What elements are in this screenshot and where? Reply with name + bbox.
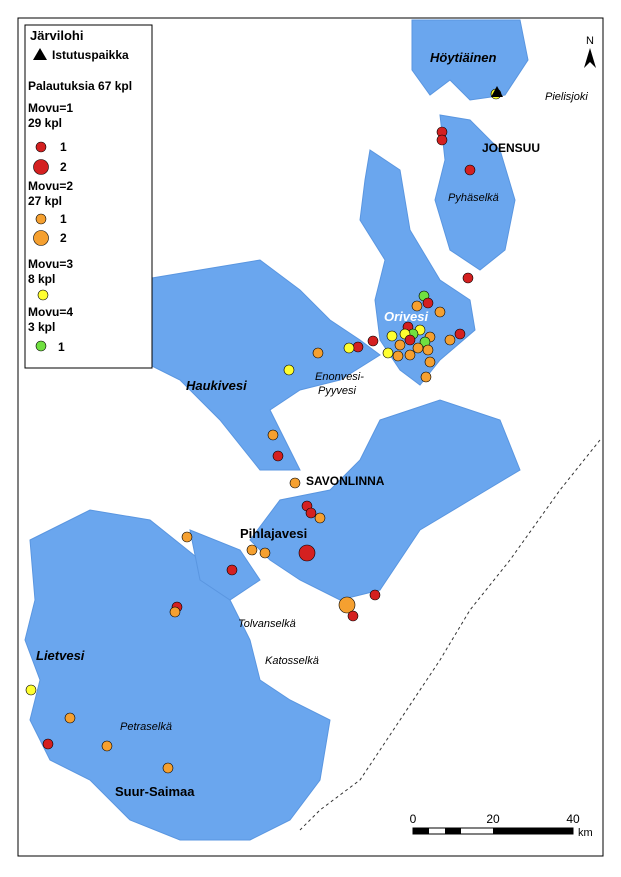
return-point — [369, 589, 381, 601]
place-label: Enonvesi- — [315, 371, 364, 383]
return-point — [25, 684, 37, 696]
return-point — [289, 477, 301, 489]
return-point — [267, 429, 279, 441]
return-point — [162, 762, 174, 774]
return-point — [422, 297, 434, 309]
place-label: Pyhäselkä — [448, 192, 499, 204]
return-point — [338, 596, 356, 614]
return-point — [298, 544, 316, 562]
return-point — [464, 164, 476, 176]
legend-entry: Movu=3 — [28, 257, 73, 271]
place-label: Höytiäinen — [430, 50, 497, 65]
legend-entry: 8 kpl — [28, 272, 55, 286]
return-point — [272, 450, 284, 462]
return-point — [352, 341, 364, 353]
stocking-marker — [491, 86, 503, 97]
legend-entry: 3 kpl — [28, 320, 55, 334]
return-point — [101, 740, 113, 752]
place-label: SAVONLINNA — [306, 474, 385, 488]
place-label: Haukivesi — [186, 378, 247, 393]
return-point — [444, 334, 456, 346]
return-point — [382, 347, 394, 359]
place-label: Suur-Saimaa — [115, 784, 195, 799]
return-point — [314, 512, 326, 524]
return-point — [169, 606, 181, 618]
return-point — [367, 335, 379, 347]
return-point — [64, 712, 76, 724]
legend-entry: 29 kpl — [28, 116, 62, 130]
legend-entry: 2 — [60, 231, 67, 245]
place-label: Pyyvesi — [318, 385, 356, 397]
scale-label: 40 — [566, 812, 580, 826]
legend-entry: Movu=2 — [28, 179, 73, 193]
place-label: Tolvanselkä — [238, 618, 296, 630]
place-label: Pielisjoki — [545, 91, 588, 103]
lakes — [24, 19, 529, 841]
legend-entry: 1 — [60, 140, 67, 154]
return-point — [411, 300, 423, 312]
return-point — [259, 547, 271, 559]
north-label: N — [586, 35, 594, 47]
return-point — [42, 738, 54, 750]
legend-entry: Movu=1 — [28, 101, 73, 115]
return-point — [434, 306, 446, 318]
legend-entry: 1 — [60, 212, 67, 226]
place-label: Orivesi — [384, 309, 428, 324]
return-point — [312, 347, 324, 359]
place-label: Katosselkä — [265, 655, 319, 667]
north-arrow: N — [584, 35, 596, 68]
return-point — [305, 507, 317, 519]
scale-unit: km — [578, 827, 593, 839]
return-point — [436, 134, 448, 146]
return-point — [424, 356, 436, 368]
legend-entry: 27 kpl — [28, 194, 62, 208]
scale-label: 20 — [486, 812, 500, 826]
return-point — [462, 272, 474, 284]
border — [299, 439, 601, 831]
return-point — [181, 531, 193, 543]
return-point — [420, 371, 432, 383]
return-point — [422, 344, 434, 356]
legend-title: Järvilohi — [30, 28, 83, 43]
return-point — [412, 342, 424, 354]
legend-entry: 2 — [60, 160, 67, 174]
return-point — [404, 334, 416, 346]
return-point — [283, 364, 295, 376]
place-label: Lietvesi — [36, 648, 85, 663]
return-point — [404, 349, 416, 361]
legend-entry: 1 — [58, 340, 65, 354]
return-point — [343, 342, 355, 354]
return-point — [386, 330, 398, 342]
place-label: JOENSUU — [482, 141, 540, 155]
place-label: Pihlajavesi — [240, 526, 307, 541]
return-point — [347, 610, 359, 622]
return-point — [246, 544, 258, 556]
return-point — [454, 328, 466, 340]
legend-entry: Istutuspaikka — [52, 48, 129, 62]
return-point — [392, 350, 404, 362]
place-label: Petraselkä — [120, 721, 172, 733]
scale-label: 0 — [410, 812, 417, 826]
return-point — [226, 564, 238, 576]
return-point — [394, 339, 406, 351]
legend: Järvilohi Istutuspaikka Palautuksia 67 k… — [24, 24, 153, 369]
legend-entry: Palautuksia 67 kpl — [28, 79, 132, 93]
scale-bar: 0 20 40 km — [410, 812, 593, 839]
legend-entry: Movu=4 — [28, 305, 73, 319]
